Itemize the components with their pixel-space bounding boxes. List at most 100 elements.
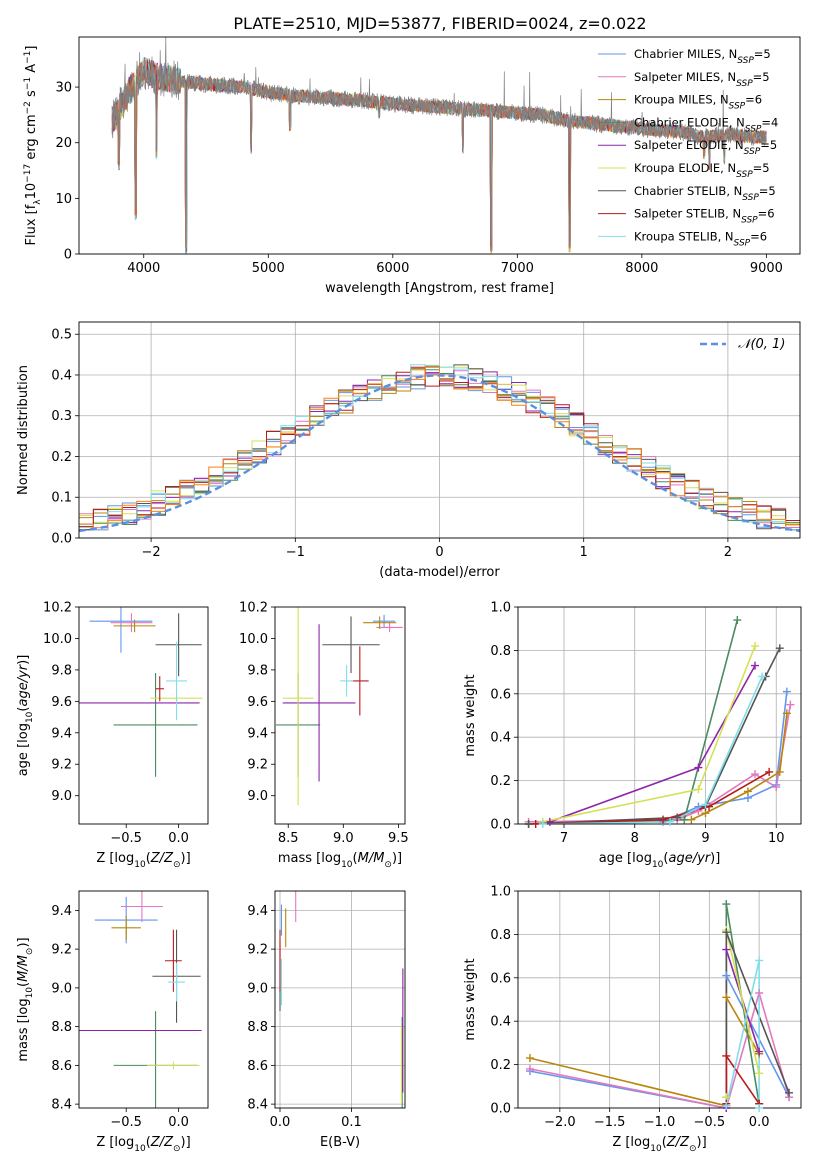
error-bar-point: [363, 616, 397, 630]
series-marker: [755, 956, 764, 965]
series-marker: [765, 767, 774, 776]
plot-area: [518, 607, 801, 824]
panel-mass-vs-ebv: 0.0 0.1 8.4 8.6 8.8 9.0 9.2 9.4 E(B-V): [247, 890, 406, 1150]
series-line: [528, 713, 788, 824]
series-marker: [524, 820, 533, 828]
y-tick-label: 0.3: [51, 409, 72, 424]
axes-frame: [78, 606, 209, 825]
panel-age-vs-mass: 8.5 9.0 9.5 9.0 9.2 9.4 9.6 9.8 10.0 10.2 mass [lo…: [239, 601, 409, 871]
error-bar-point: [120, 891, 163, 922]
y-tick-label: 9.4: [247, 726, 268, 741]
y-tick-label: 0.0: [490, 818, 511, 833]
x-tick-label: 0.0: [168, 831, 189, 846]
y-tick-label: 10.0: [43, 632, 72, 647]
y-tick-label: 9.2: [247, 943, 268, 958]
axes-frame: [274, 890, 406, 1109]
y-tick-label: 10.2: [239, 601, 268, 616]
y-axis-label: age [log10(age/yr)]: [16, 655, 35, 777]
series-marker: [722, 945, 731, 954]
series-marker: [666, 817, 675, 826]
error-bar-point: [282, 624, 356, 782]
error-bar-point: [113, 673, 198, 777]
x-tick-label: 8000: [625, 261, 658, 276]
y-axis-label: mass weight: [463, 958, 478, 1040]
y-tick-label: 8.8: [51, 1020, 72, 1035]
y-tick-label: 9.4: [247, 904, 268, 919]
x-tick-label: 7000: [501, 261, 534, 276]
y-tick-label: 0.6: [490, 687, 511, 702]
plot-area: [79, 891, 202, 1108]
series-marker: [751, 642, 760, 651]
legend-entry: Salpeter ELODIE, NSSP=5: [634, 138, 777, 157]
series-marker: [722, 1101, 731, 1110]
x-tick-label: −2: [142, 545, 161, 560]
x-tick-label: 8.5: [278, 831, 299, 846]
series-marker: [775, 767, 784, 776]
series-marker: [755, 1069, 764, 1078]
x-tick-label: 9: [701, 831, 709, 846]
y-tick-label: 9.2: [51, 943, 72, 958]
y-tick-label: 0.2: [490, 1058, 511, 1073]
legend-entry: 𝒩(0, 1): [738, 337, 785, 352]
series-marker: [659, 815, 668, 824]
error-bar-point: [165, 929, 182, 992]
x-tick-label: 8: [631, 831, 639, 846]
y-axis-label: Normed distribution: [16, 365, 31, 495]
series-line: [542, 676, 763, 824]
series-line: [529, 990, 790, 1108]
axes-frame: [78, 36, 801, 255]
series-marker: [680, 815, 689, 824]
y-tick-label: 0.2: [490, 774, 511, 789]
series-line: [725, 1053, 760, 1105]
series-marker: [545, 817, 554, 826]
panel-massweight-vs-z: −2.0 −1.5 −1.0 −0.5 0.0 0.0 0.2 0.4 0.6 0.8 1.0 Z […: [463, 885, 802, 1154]
x-axis-label: Z [log10(Z/Z⊙)]: [612, 1135, 706, 1154]
histogram-step: [79, 365, 800, 529]
series-marker: [701, 800, 710, 809]
x-tick-label: 9.5: [388, 831, 409, 846]
y-tick-label: 0.4: [490, 731, 511, 746]
error-bar-point: [282, 607, 314, 806]
series-marker: [755, 1047, 764, 1056]
error-bar-point: [155, 676, 164, 702]
x-tick-label: 0: [435, 545, 443, 560]
series-marker: [782, 687, 791, 696]
series-line: [529, 994, 760, 1107]
series-marker: [751, 770, 760, 779]
y-tick-label: 8.6: [51, 1059, 72, 1074]
series-marker: [531, 820, 540, 828]
x-axis-label: Z [log10(Z/Z⊙)]: [96, 851, 190, 870]
y-tick-label: 0.0: [490, 1102, 511, 1117]
x-axis-label: (data-model)/error: [379, 565, 500, 580]
y-tick-label: 0.6: [490, 971, 511, 986]
y-tick-label: 10.2: [43, 601, 72, 616]
series-marker: [785, 1088, 794, 1097]
y-axis-label: Flux [fλ10−17 erg cm−2 s−1 A−1]: [23, 46, 43, 246]
series-marker: [755, 1104, 764, 1112]
x-tick-label: 6000: [376, 261, 409, 276]
series-marker: [786, 700, 795, 709]
error-bar-point: [373, 614, 396, 628]
y-tick-label: 8.6: [247, 1059, 268, 1074]
y-tick-label: 8.4: [51, 1098, 72, 1113]
series-marker: [694, 785, 703, 794]
plot-area: [275, 891, 405, 1108]
error-bar-point: [89, 607, 153, 653]
legend-entry: Chabrier STELIB, NSSP=5: [634, 184, 776, 203]
series-marker: [758, 672, 767, 681]
legend-entry: Chabrier ELODIE, NSSP=4: [634, 115, 778, 134]
series-marker: [751, 661, 760, 670]
y-tick-label: 0: [64, 248, 72, 263]
series-marker: [722, 900, 731, 909]
series-marker: [722, 928, 731, 937]
y-tick-label: 8.4: [247, 1098, 268, 1113]
series-marker: [538, 820, 547, 828]
series-marker: [525, 1054, 534, 1063]
error-bar-point: [376, 622, 403, 633]
axes-frame: [274, 606, 406, 825]
x-tick-label: 9000: [750, 261, 783, 276]
x-tick-label: 4000: [127, 261, 160, 276]
y-tick-label: 0.5: [51, 328, 72, 343]
normal-curve: [79, 374, 800, 533]
